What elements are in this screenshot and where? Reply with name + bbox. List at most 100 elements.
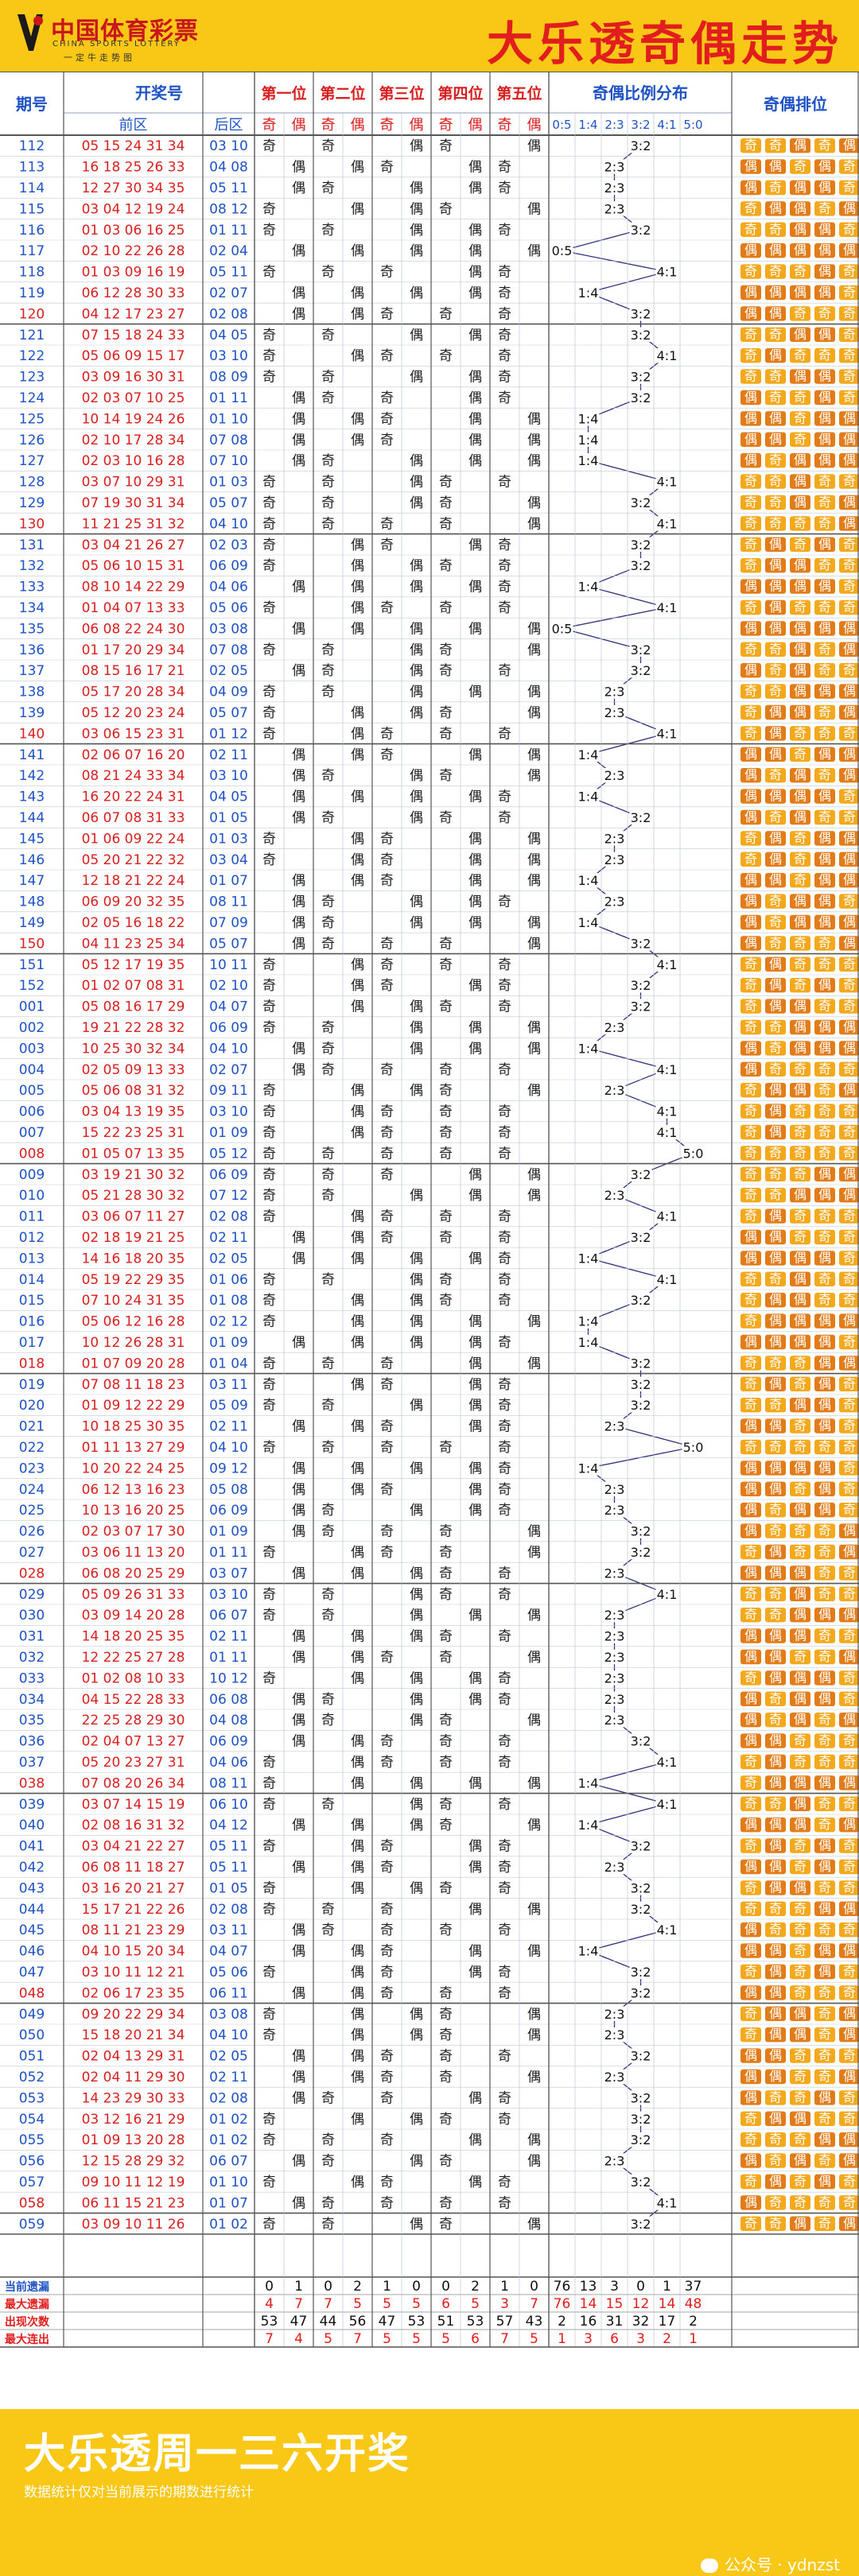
- arrangement-pill: [790, 138, 810, 153]
- arrangement-mark: 偶: [769, 872, 782, 887]
- row-front: 03 07 14 15 19: [82, 1797, 185, 1813]
- position-mark: 奇: [321, 223, 335, 239]
- footer-note: 数据统计仅对当前展示的期数进行统计: [24, 2485, 254, 2500]
- stat-value: 32: [632, 2314, 650, 2330]
- arrangement-pill: [814, 1293, 835, 1308]
- position-mark: 奇: [262, 1545, 276, 1561]
- arrangement-mark: 偶: [794, 369, 807, 384]
- arrangement-pill: [740, 1313, 761, 1329]
- position-mark: 奇: [321, 1587, 335, 1603]
- arrangement-mark: 奇: [843, 599, 856, 615]
- stat-value: 76: [554, 2279, 571, 2295]
- position-mark: 偶: [292, 915, 305, 931]
- arrangement-pill: [740, 1754, 761, 1770]
- position-mark: 奇: [380, 1146, 394, 1162]
- arrangement-mark: 奇: [794, 432, 807, 447]
- arrangement-mark: 偶: [794, 138, 807, 153]
- position-mark: 偶: [468, 1944, 482, 1960]
- ratio-mark: 1:4: [578, 747, 599, 762]
- arrangement-pill: [740, 1713, 761, 1728]
- ratio-mark: 2:3: [604, 1713, 625, 1728]
- row-period: 118: [19, 265, 45, 281]
- row-period: 046: [19, 1944, 45, 1960]
- row-front: 07 10 24 31 35: [82, 1293, 185, 1309]
- arrangement-pill: [765, 1418, 786, 1433]
- row-front: 10 14 19 24 26: [82, 411, 185, 427]
- arrangement-mark: 奇: [794, 830, 807, 845]
- position-mark: 奇: [498, 1965, 511, 1980]
- position-mark: 奇: [321, 1713, 335, 1728]
- arrangement-pill: [740, 1229, 761, 1245]
- arrangement-pill: [839, 369, 859, 384]
- arrangement-pill: [814, 1019, 835, 1035]
- arrangement-mark: 奇: [794, 1838, 807, 1853]
- arrangement-mark: 奇: [769, 390, 782, 405]
- header-odd-even: 奇: [380, 117, 395, 134]
- row-period: 148: [19, 894, 45, 910]
- row-period: 013: [19, 1251, 45, 1267]
- position-mark: 偶: [468, 685, 482, 700]
- arrangement-mark: 偶: [794, 1460, 807, 1475]
- arrangement-pill: [839, 789, 859, 804]
- arrangement-mark: 偶: [744, 914, 757, 929]
- arrangement-mark: 偶: [794, 1082, 807, 1097]
- header-ratio-group: 奇偶比例分布: [593, 83, 688, 103]
- arrangement-mark: 偶: [744, 789, 757, 804]
- arrangement-mark: 奇: [818, 1439, 831, 1454]
- stat-value: 7: [294, 2296, 303, 2312]
- position-mark: 奇: [498, 580, 511, 596]
- ratio-mark: 3:2: [631, 2112, 651, 2127]
- row-front: 08 15 16 17 21: [82, 663, 185, 679]
- position-mark: 偶: [410, 1020, 423, 1036]
- position-mark: 奇: [439, 600, 453, 616]
- position-mark: 偶: [468, 1377, 482, 1393]
- row-front: 02 06 07 16 20: [82, 747, 185, 763]
- arrangement-mark: 偶: [744, 2194, 757, 2209]
- arrangement-pill: [740, 138, 761, 153]
- row-back: 03 10: [209, 768, 248, 784]
- arrangement-mark: 偶: [794, 1292, 807, 1307]
- header-odd-even: 奇: [439, 117, 453, 134]
- ratio-mark: 1:4: [578, 915, 599, 930]
- arrangement-pill: [765, 453, 786, 468]
- arrangement-mark: 偶: [769, 1376, 782, 1391]
- position-mark: 奇: [498, 223, 511, 239]
- row-back: 01 07: [209, 873, 248, 889]
- arrangement-mark: 奇: [843, 1838, 856, 1853]
- row-period: 138: [19, 685, 45, 700]
- arrangement-pill: [740, 180, 761, 196]
- arrangement-pill: [765, 1523, 786, 1538]
- arrangement-pill: [740, 1859, 761, 1875]
- arrangement-pill: [839, 809, 859, 825]
- arrangement-pill: [839, 914, 859, 930]
- position-mark: 奇: [380, 2174, 394, 2190]
- position-mark: 偶: [292, 2154, 305, 2170]
- arrangement-pill: [765, 1019, 786, 1035]
- position-mark: 偶: [410, 1629, 423, 1645]
- arrangement-pill: [790, 1880, 810, 1895]
- ratio-mark: 2:3: [604, 1565, 625, 1581]
- arrangement-pill: [740, 474, 761, 489]
- arrangement-pill: [790, 159, 810, 174]
- arrangement-mark: 奇: [843, 327, 856, 342]
- arrangement-mark: 奇: [843, 999, 856, 1014]
- arrangement-mark: 奇: [744, 1376, 757, 1391]
- arrangement-pill: [790, 1586, 810, 1601]
- position-mark: 偶: [410, 642, 423, 658]
- arrangement-pill: [839, 180, 859, 196]
- arrangement-mark: 奇: [794, 872, 807, 887]
- row-period: 124: [19, 390, 45, 406]
- arrangement-pill: [740, 1586, 761, 1601]
- position-mark: 奇: [439, 1083, 453, 1099]
- header-ratio: 5:0: [683, 118, 702, 132]
- arrangement-mark: 奇: [818, 1292, 831, 1307]
- position-mark: 偶: [351, 747, 364, 763]
- position-mark: 奇: [498, 1629, 511, 1645]
- position-mark: 奇: [380, 516, 394, 532]
- row-period: 006: [19, 1104, 45, 1120]
- position-mark: 偶: [351, 831, 364, 847]
- row-front: 03 19 21 30 32: [82, 1167, 185, 1183]
- arrangement-mark: 偶: [818, 537, 831, 552]
- arrangement-mark: 奇: [794, 747, 807, 762]
- arrangement-mark: 偶: [744, 1712, 757, 1727]
